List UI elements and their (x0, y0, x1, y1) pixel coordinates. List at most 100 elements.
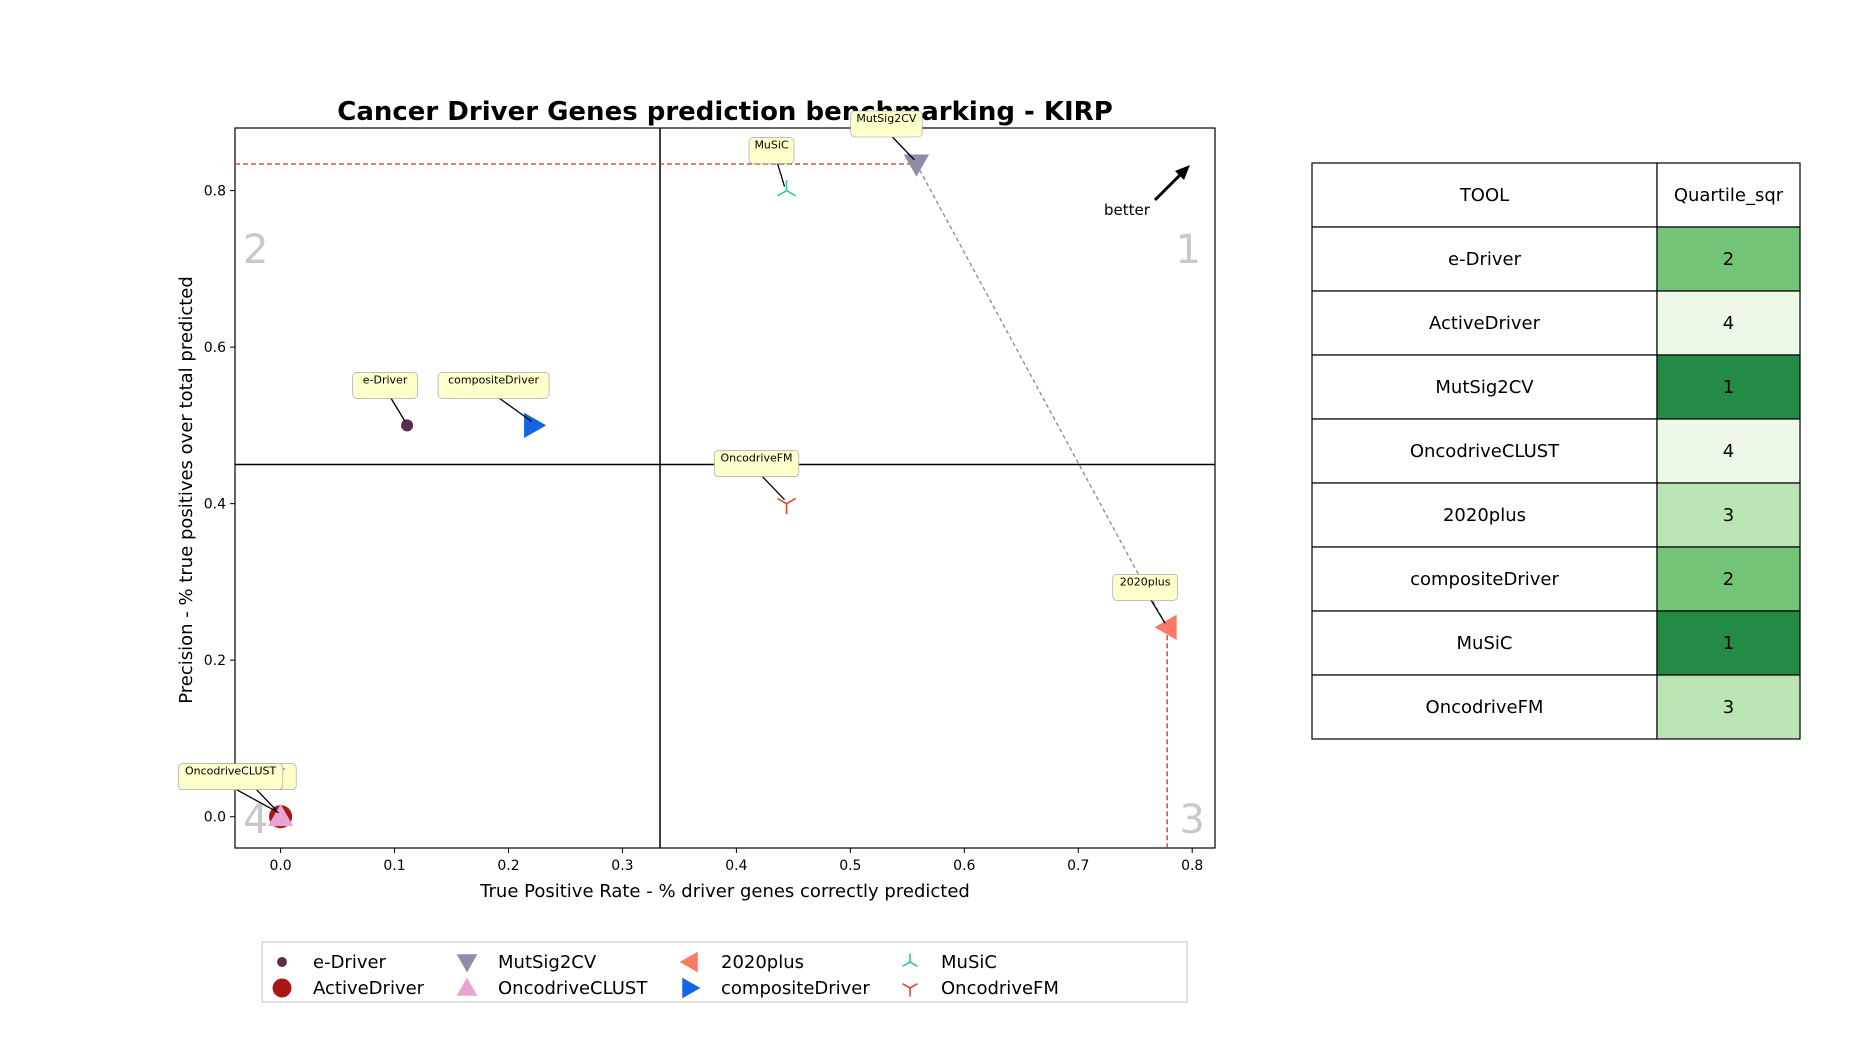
point-compositeDriver: compositeDriver (437, 372, 550, 439)
marker-stroke (909, 983, 918, 989)
y-tick-label: 0.2 (204, 653, 226, 669)
legend-item-OncodriveCLUST: OncodriveCLUST (456, 977, 648, 999)
legend-label: OncodriveCLUST (498, 978, 648, 999)
marker-2020plus (1154, 614, 1177, 640)
marker-stroke (902, 961, 911, 967)
quartile-value: 4 (1723, 313, 1734, 334)
y-axis-label: Precision - % true positives over total … (176, 276, 197, 704)
point-OncodriveCLUST: OncodriveCLUST (178, 763, 294, 827)
legend-item-OncodriveFM: OncodriveFM (902, 978, 1059, 999)
quadrant-label-2: 2 (243, 227, 268, 273)
annotation-box (437, 372, 550, 399)
quartile-value: 4 (1723, 441, 1734, 462)
plot-frame (234, 127, 1216, 849)
legend-label: e-Driver (313, 952, 387, 973)
x-tick-label: 0.4 (725, 858, 747, 874)
annotation-arrow (1150, 599, 1166, 624)
legend-marker (272, 978, 292, 998)
tool-name: OncodriveCLUST (1410, 441, 1560, 462)
tool-name: ActiveDriver (1429, 313, 1541, 334)
table-header-cell (1311, 162, 1658, 228)
annotation-box (178, 763, 284, 790)
quartile-value: 3 (1723, 697, 1734, 718)
quartile-cell (1656, 482, 1801, 548)
better-arrow-shaft (1153, 173, 1182, 202)
annotation-box (850, 110, 923, 138)
table-row: MutSig2CV 1 (1311, 354, 1801, 420)
x-tick-label: 0.0 (269, 858, 291, 874)
legend-item-compositeDriver: compositeDriver (682, 977, 870, 999)
quartile-value: 2 (1723, 249, 1734, 270)
quartile-cell (1656, 610, 1801, 676)
marker-shape (277, 957, 287, 967)
annotation-box (1112, 574, 1178, 601)
legend-marker (902, 983, 918, 997)
legend-item-ActiveDriver: ActiveDriver (272, 978, 425, 999)
legend-label: OncodriveFM (941, 978, 1059, 999)
annotation-box (352, 372, 418, 399)
x-tick-label: 0.1 (383, 858, 405, 874)
quadrant-label-3: 3 (1180, 797, 1205, 843)
legend-item-MuSiC: MuSiC (902, 952, 997, 973)
marker-e-Driver (401, 419, 414, 432)
better-arrow-head (1175, 165, 1190, 180)
x-tick-label: 0.2 (497, 858, 519, 874)
tool-cell (1311, 290, 1658, 356)
tool-cell (1311, 354, 1658, 420)
marker-stroke (786, 497, 796, 505)
annotation-arrow (390, 398, 406, 422)
tool-cell (1311, 546, 1658, 612)
table-row: e-Driver 2 (1311, 226, 1801, 292)
quadrant-label-4: 4 (243, 797, 268, 843)
annotation-arrow (762, 476, 786, 501)
legend-label: MutSig2CV (498, 952, 597, 973)
quartile-value: 2 (1723, 569, 1734, 590)
table-header-quartile: Quartile_sqr (1674, 185, 1784, 206)
tool-cell (1311, 610, 1658, 676)
annotation-arrow (499, 397, 532, 422)
annotation-label: e-Driver (363, 373, 408, 386)
quartile-table: TOOL Quartile_sqr e-Driver 2 ActiveDriver 4 Mu… (1311, 162, 1801, 740)
marker-shape (903, 154, 930, 177)
legend-label: 2020plus (721, 952, 804, 973)
annotation-arrow (256, 789, 280, 814)
marker-shape (679, 951, 698, 973)
annotation-label: OncodriveCLUST (185, 765, 277, 778)
table-header-cell (1656, 162, 1801, 228)
table-row: OncodriveCLUST 4 (1311, 418, 1801, 484)
x-tick-label: 0.3 (611, 858, 633, 874)
marker-stroke (777, 497, 787, 505)
table-header-tool: TOOL (1459, 185, 1509, 206)
pareto-frontier-line (915, 163, 1168, 628)
point-e-Driver: e-Driver (352, 372, 418, 432)
legend-marker (902, 953, 918, 967)
marker-stroke (777, 189, 787, 197)
quartile-cell (1656, 354, 1801, 420)
marker-shape (1154, 614, 1177, 640)
annotation-box (748, 137, 795, 164)
quartile-value: 1 (1723, 377, 1734, 398)
marker-shape (456, 977, 478, 996)
marker-stroke (909, 961, 918, 967)
quartile-cell (1656, 546, 1801, 612)
marker-shape (401, 419, 414, 432)
legend-marker (679, 951, 698, 973)
x-tick-label: 0.7 (1067, 858, 1089, 874)
x-tick-label: 0.5 (839, 858, 861, 874)
annotation-label: MutSig2CV (856, 112, 916, 125)
marker-shape (682, 977, 701, 999)
marker-MuSiC (777, 180, 796, 197)
annotation-label: OncodriveFM (720, 452, 792, 465)
annotation-label: compositeDriver (448, 373, 539, 386)
annotation-label: 2020plus (1120, 575, 1171, 588)
legend-item-e-Driver: e-Driver (277, 952, 387, 973)
quartile-cell (1656, 418, 1801, 484)
y-tick-label: 0.4 (204, 497, 226, 513)
y-tick-label: 0.8 (204, 184, 226, 200)
legend-item-2020plus: 2020plus (679, 951, 804, 973)
x-tick-label: 0.8 (1181, 858, 1203, 874)
legend-item-MutSig2CV: MutSig2CV (456, 952, 597, 973)
legend-frame (261, 941, 1188, 1003)
legend-marker (682, 977, 701, 999)
